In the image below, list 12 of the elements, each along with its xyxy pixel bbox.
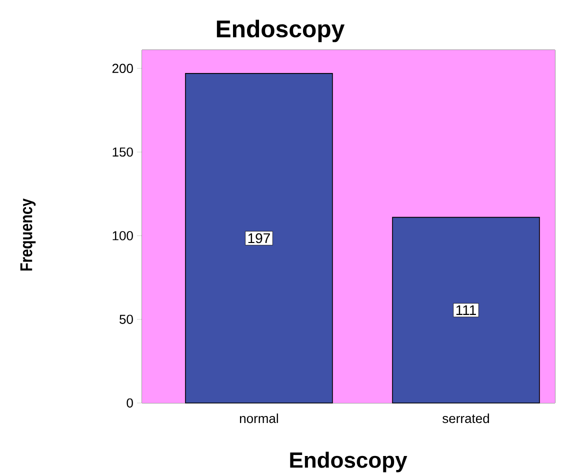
- y-tick-label: 50: [120, 314, 133, 324]
- data-label: 197: [248, 233, 270, 244]
- y-tick-label: 150: [112, 148, 133, 157]
- y-tick-label: 0: [126, 398, 133, 408]
- data-label: 111: [456, 306, 476, 316]
- x-tick-label: serrated: [442, 414, 489, 424]
- x-axis-title: Endoscopy: [290, 452, 408, 472]
- chart-title: Endoscopy: [216, 20, 345, 42]
- x-tick-label: normal: [240, 414, 278, 424]
- y-tick-label: 200: [112, 64, 133, 74]
- y-axis-title: Frequency: [20, 198, 36, 271]
- y-tick-label: 100: [112, 231, 133, 240]
